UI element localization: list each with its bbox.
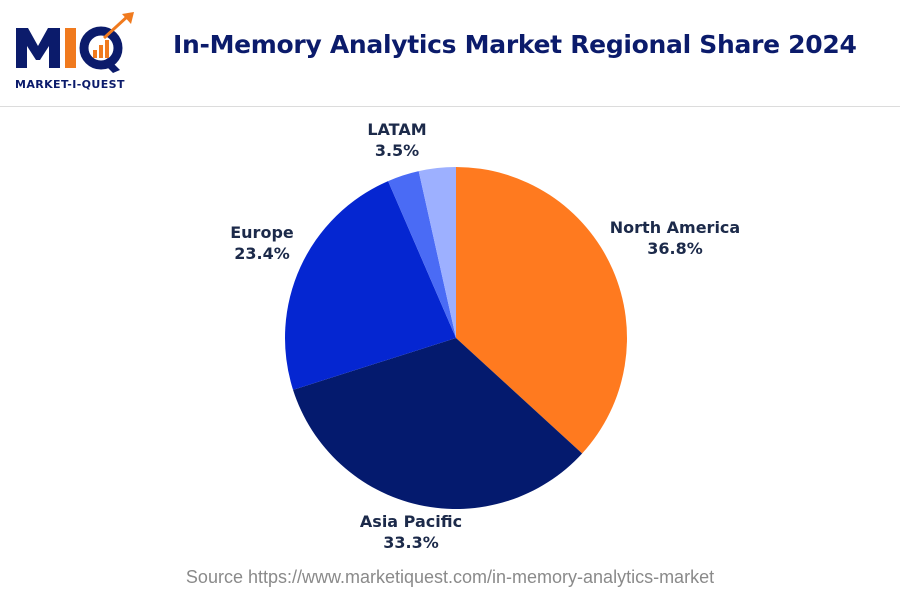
logo-letter-m bbox=[16, 28, 60, 68]
logo-bar-1 bbox=[93, 50, 97, 58]
pie-slice-asia-pacific-1 bbox=[293, 338, 583, 509]
logo-arrow-icon bbox=[102, 14, 130, 40]
brand-logo: MARKET-I-QUEST bbox=[15, 12, 134, 91]
page-title: In-Memory Analytics Market Regional Shar… bbox=[173, 30, 857, 59]
slice-label-value-europe: 23.4% bbox=[234, 244, 290, 263]
logo-letter-i bbox=[65, 28, 76, 68]
pie-slice-north-america-0 bbox=[456, 167, 627, 454]
logo-subtext: MARKET-I-QUEST bbox=[15, 78, 125, 91]
logo-bar-2 bbox=[99, 45, 103, 58]
header: MARKET-I-QUEST In-Memory Analytics Marke… bbox=[0, 0, 900, 106]
header-divider bbox=[0, 106, 900, 107]
pie-slice-latam-4 bbox=[418, 167, 456, 338]
slice-label-value-north-america: 36.8% bbox=[647, 239, 703, 258]
logo-arrowhead-icon bbox=[122, 12, 134, 24]
slice-label-name-europe: Europe bbox=[230, 223, 294, 242]
pie-slice-europe-2 bbox=[285, 181, 456, 390]
slice-label-value-latam: 3.5% bbox=[375, 141, 419, 160]
pie-slice-unlabeled-3 bbox=[388, 171, 456, 338]
logo-q-tail bbox=[102, 58, 120, 73]
slice-label-value-asia-pacific: 33.3% bbox=[383, 533, 439, 552]
pie-labels: North America 36.8% Asia Pacific 33.3% Europ… bbox=[230, 120, 740, 552]
logo-letter-q bbox=[79, 26, 123, 70]
slice-label-name-latam: LATAM bbox=[367, 120, 426, 139]
slice-label-name-north-america: North America bbox=[610, 218, 740, 237]
source-note: Source https://www.marketiquest.com/in-m… bbox=[185, 567, 715, 587]
slice-label-name-asia-pacific: Asia Pacific bbox=[360, 512, 462, 531]
pie-slices bbox=[285, 167, 627, 509]
logo-bar-3 bbox=[105, 40, 109, 58]
